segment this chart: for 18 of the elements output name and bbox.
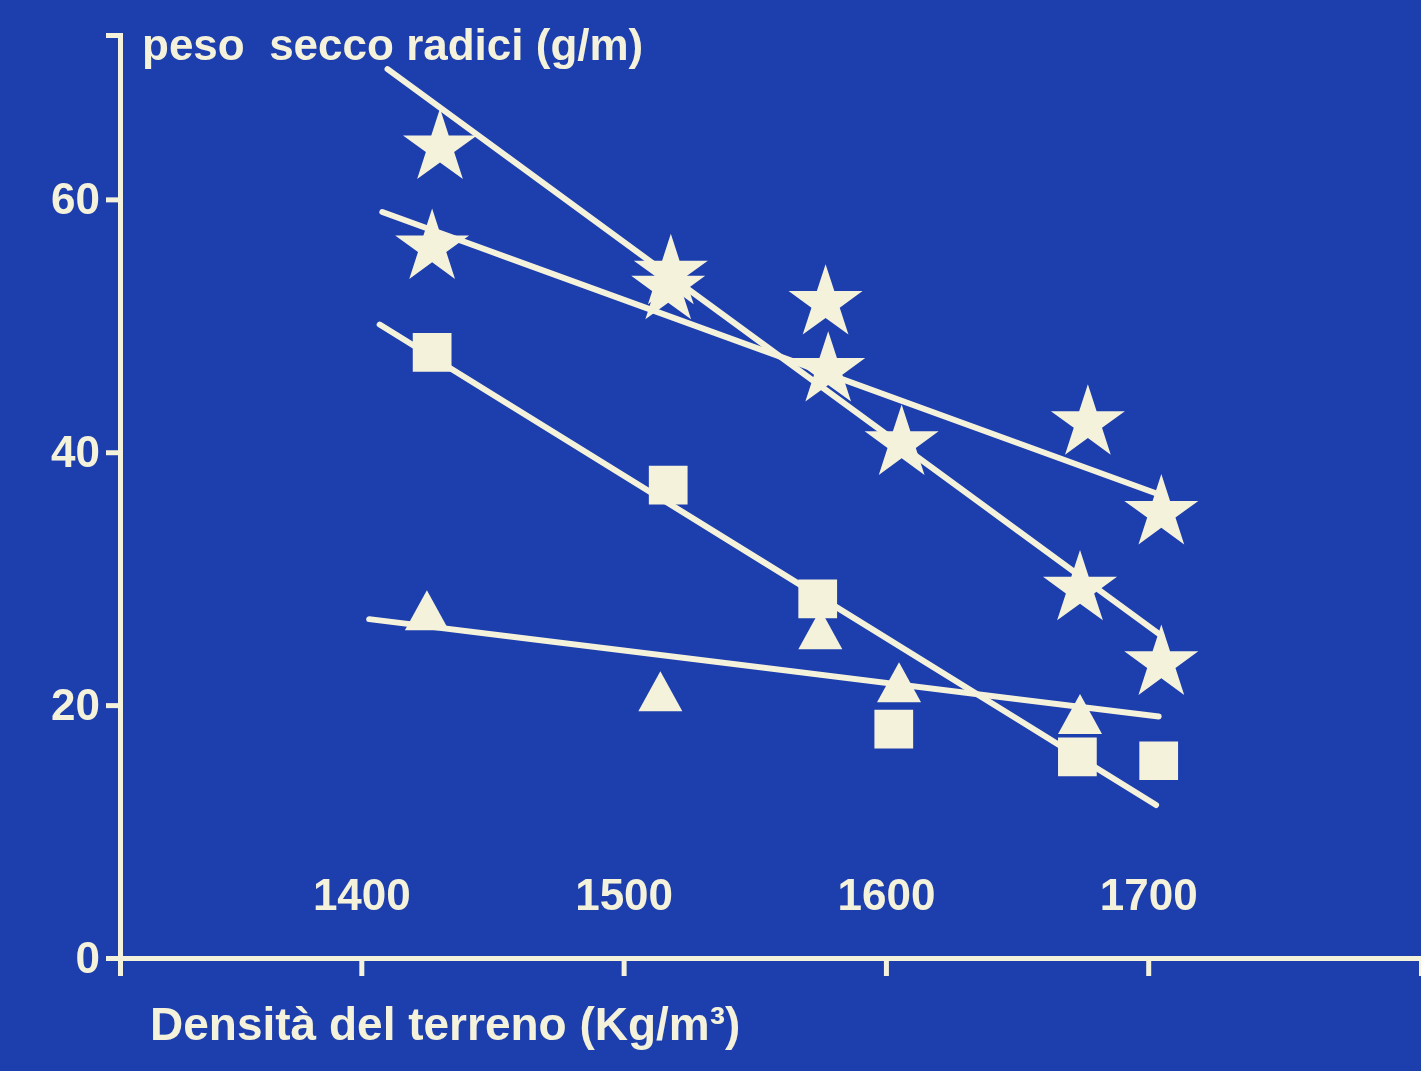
point	[1139, 741, 1179, 781]
y-axis-title: peso secco radici (g/m)	[142, 20, 644, 69]
x-tick-label: 1500	[575, 870, 674, 919]
point	[788, 264, 863, 335]
point	[1124, 474, 1199, 545]
point	[874, 709, 914, 749]
x-tick-label: 1600	[837, 870, 936, 919]
y-tick-label: 60	[51, 173, 100, 223]
point	[395, 208, 470, 279]
point	[1050, 384, 1125, 455]
y-tick-label: 0	[75, 932, 100, 982]
point	[638, 671, 683, 712]
x-tick-label: 1700	[1099, 870, 1198, 919]
point	[1058, 693, 1103, 734]
x-axis-title: Densità del terreno (Kg/m³)	[150, 998, 741, 1050]
y-tick-label: 20	[51, 679, 100, 729]
x-tick-label: 1400	[312, 870, 411, 919]
y-tick-label: 40	[51, 426, 100, 476]
